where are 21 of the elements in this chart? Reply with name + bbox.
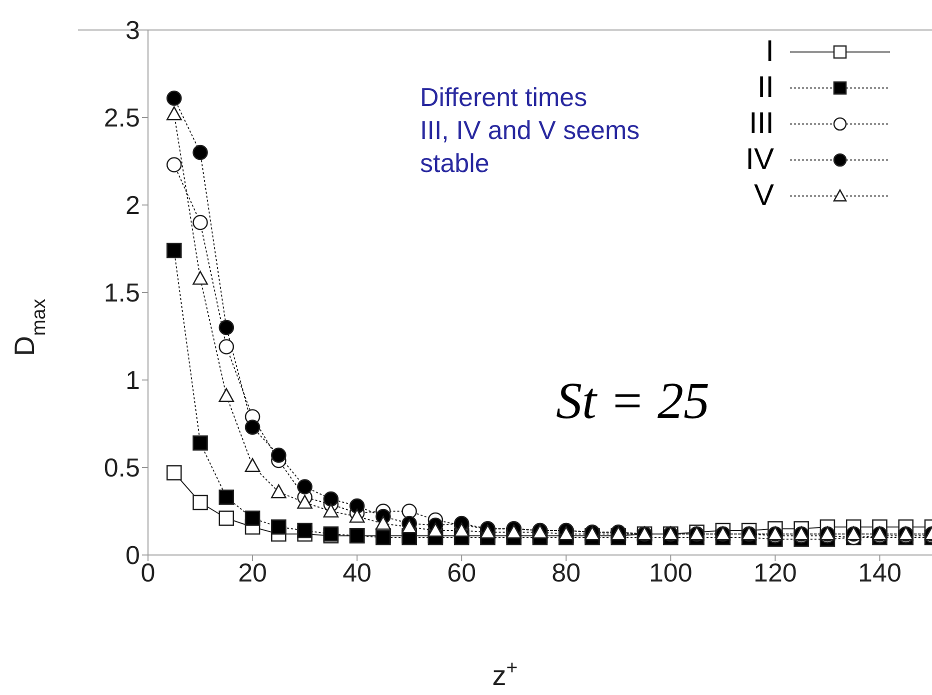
legend-label: II bbox=[757, 70, 774, 106]
x-tick-label: 60 bbox=[447, 557, 476, 588]
legend-label: IV bbox=[746, 142, 774, 178]
legend-label: III bbox=[748, 106, 774, 142]
annotation: St = 25 bbox=[556, 373, 710, 430]
legend-label: V bbox=[754, 178, 774, 214]
x-axis-title: z$^{+}$ bbox=[492, 657, 518, 691]
y-tick-label: 1.5 bbox=[104, 278, 140, 308]
y-tick-label: 0.5 bbox=[104, 452, 140, 483]
x-tick-label: 140 bbox=[858, 557, 902, 588]
x-tick-label: 20 bbox=[238, 557, 267, 588]
y-tick-label: 1 bbox=[126, 365, 140, 396]
y-tick-label: 3 bbox=[126, 15, 140, 46]
x-tick-label: 100 bbox=[648, 557, 692, 588]
legend-label: I bbox=[766, 34, 774, 70]
x-tick-label: 40 bbox=[342, 557, 372, 588]
annotation: Different times III, IV and V seems stable bbox=[420, 82, 640, 178]
x-tick-label: 120 bbox=[754, 557, 797, 588]
y-tick-label: 2.5 bbox=[104, 102, 140, 133]
x-tick-label: 80 bbox=[552, 557, 581, 588]
y-tick-label: 2 bbox=[126, 190, 140, 220]
